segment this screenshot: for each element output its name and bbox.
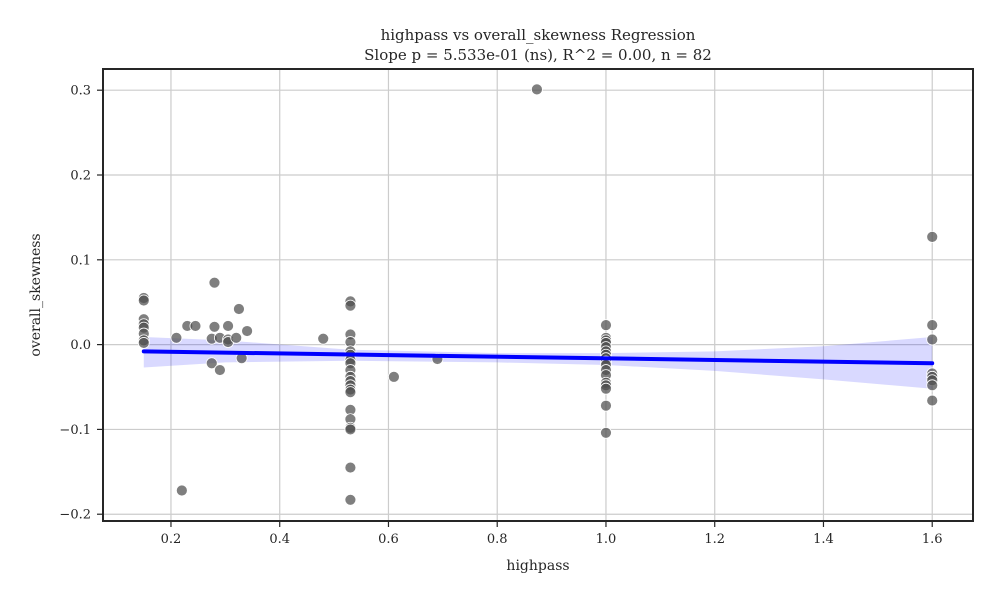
confidence-band-layer bbox=[143, 336, 933, 389]
chart-title-line1: highpass vs overall_skewness Regression bbox=[381, 26, 696, 44]
data-point bbox=[600, 382, 612, 395]
y-tick-label: −0.1 bbox=[59, 423, 91, 438]
data-point bbox=[137, 337, 150, 349]
ticks-layer: 0.2 0.4 0.6 0.8 1.0 1.2 1.4 1.6 −0.2 −0.1 0.0 0.1 0.… bbox=[59, 84, 942, 547]
data-point bbox=[208, 276, 221, 289]
data-point bbox=[388, 370, 400, 383]
data-point bbox=[926, 394, 939, 407]
x-tick-label: 1.2 bbox=[704, 532, 725, 547]
chart-title-line2: Slope p = 5.533e-01 (ns), R^2 = 0.00, n … bbox=[364, 46, 712, 64]
data-point bbox=[170, 331, 183, 344]
x-tick-label: 1.6 bbox=[922, 532, 943, 547]
data-point bbox=[214, 364, 226, 376]
y-axis-label: overall_skewness bbox=[28, 233, 44, 356]
data-point bbox=[317, 332, 330, 345]
data-point bbox=[241, 325, 253, 337]
data-point bbox=[175, 484, 188, 497]
x-tick-label: 0.8 bbox=[487, 532, 508, 547]
y-tick-label: 0.2 bbox=[70, 169, 91, 184]
data-point bbox=[230, 331, 243, 344]
x-tick-label: 0.2 bbox=[161, 532, 182, 547]
data-point bbox=[344, 299, 357, 312]
data-point bbox=[344, 386, 357, 398]
grid-layer bbox=[103, 69, 973, 521]
data-point bbox=[222, 320, 234, 332]
data-point bbox=[344, 423, 357, 436]
data-point bbox=[344, 461, 357, 474]
scatter-points-layer bbox=[137, 83, 939, 506]
data-point bbox=[926, 379, 939, 392]
x-tick-label: 0.6 bbox=[378, 532, 399, 547]
data-point bbox=[600, 399, 612, 412]
plot-area-frame bbox=[102, 68, 974, 522]
data-point bbox=[205, 357, 218, 370]
data-point bbox=[189, 320, 202, 332]
data-point bbox=[137, 294, 150, 307]
y-tick-label: 0.0 bbox=[70, 338, 91, 353]
confidence-band bbox=[143, 336, 933, 389]
y-tick-label: 0.1 bbox=[70, 253, 91, 268]
x-tick-label: 1.0 bbox=[596, 532, 617, 547]
data-point bbox=[600, 319, 612, 332]
x-tick-label: 0.4 bbox=[269, 532, 290, 547]
data-point bbox=[233, 303, 245, 315]
data-point bbox=[926, 231, 939, 243]
data-point bbox=[344, 493, 357, 506]
y-tick-label: −0.2 bbox=[59, 508, 91, 523]
x-axis-label: highpass bbox=[506, 558, 569, 574]
data-point bbox=[600, 426, 612, 439]
y-tick-label: 0.3 bbox=[70, 84, 91, 99]
data-point bbox=[926, 333, 939, 346]
regression-line bbox=[141, 349, 935, 366]
data-point bbox=[926, 319, 939, 332]
data-point bbox=[208, 320, 221, 333]
regression-line-layer bbox=[141, 349, 935, 366]
data-point bbox=[531, 83, 543, 96]
x-tick-label: 1.4 bbox=[813, 532, 834, 547]
